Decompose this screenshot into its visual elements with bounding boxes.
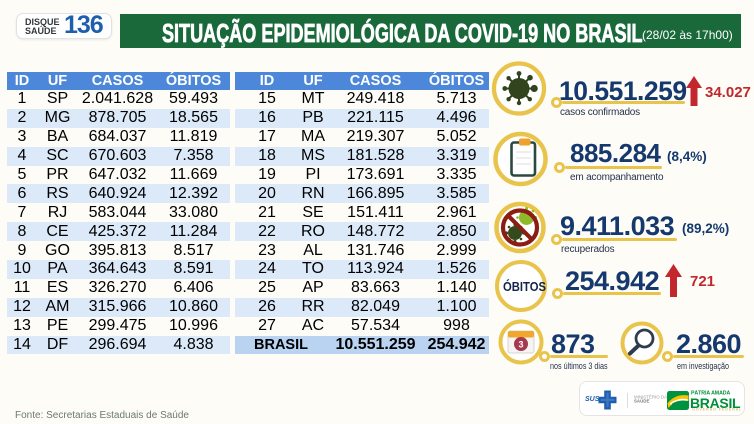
svg-text:ÓBITOS: ÓBITOS bbox=[503, 279, 546, 294]
svg-text:3: 3 bbox=[518, 340, 523, 350]
